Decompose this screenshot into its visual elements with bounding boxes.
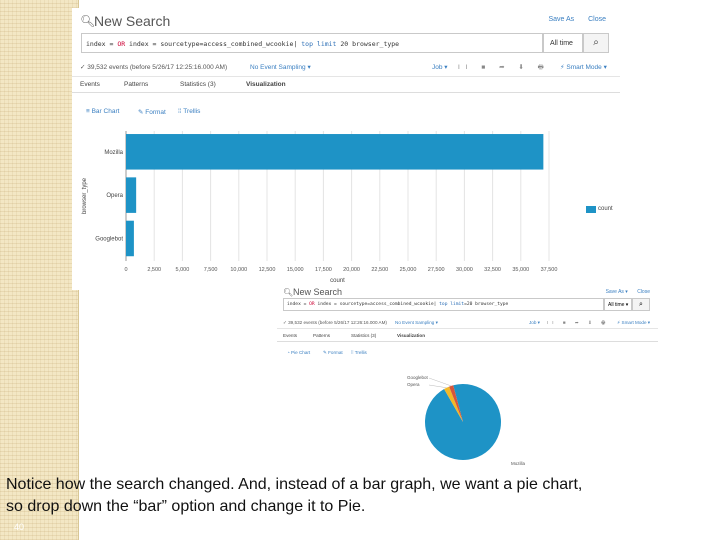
save-as-button[interactable]: Save As ▾ bbox=[605, 289, 628, 295]
close-button[interactable]: Close bbox=[588, 16, 606, 23]
x-tick-label: 2,500 bbox=[147, 267, 161, 273]
job-status-bar: ✓ 39,532 events (before 5/26/17 12:26:16… bbox=[277, 318, 658, 329]
y-tick-label: Mozilla bbox=[104, 150, 123, 156]
x-tick-label: 7,500 bbox=[204, 267, 218, 273]
smart-mode-dropdown[interactable]: ⚡ Smart Mode ▾ bbox=[617, 320, 651, 325]
x-tick-label: 0 bbox=[124, 267, 127, 273]
tab-patterns[interactable]: Patterns bbox=[124, 81, 149, 88]
pie-chart-dropdown[interactable]: ◔ Pie Chart bbox=[287, 350, 311, 355]
header-actions: Save As ▾ Close bbox=[598, 289, 650, 295]
tab-statistics[interactable]: Statistics (3) bbox=[351, 333, 377, 338]
tab-patterns[interactable]: Patterns bbox=[313, 333, 331, 338]
label-leader bbox=[428, 377, 452, 387]
x-tick-label: 35,000 bbox=[512, 267, 529, 273]
bar bbox=[126, 134, 544, 170]
tab-events[interactable]: Events bbox=[80, 81, 100, 88]
event-sampling-dropdown[interactable]: No Event Sampling ▾ bbox=[395, 320, 438, 325]
search-button[interactable]: ⌕ bbox=[583, 33, 609, 53]
time-picker[interactable]: All time ▾ bbox=[604, 298, 632, 311]
tab-events[interactable]: Events bbox=[283, 333, 298, 338]
result-tabs: Events Patterns Statistics (3) Visualiza… bbox=[72, 78, 620, 93]
search-icon: 🔍︎ bbox=[283, 288, 294, 297]
x-tick-label: 22,500 bbox=[371, 267, 388, 273]
label-leader bbox=[428, 384, 447, 388]
legend-swatch bbox=[586, 206, 596, 213]
pie-chart-screenshot: 🔍︎ New Search Save As ▾ Close index = OR… bbox=[277, 284, 658, 470]
job-menu[interactable]: Job ▾ bbox=[432, 64, 448, 71]
slice-label: Mozilla bbox=[511, 461, 526, 466]
job-controls[interactable]: II ■ ➦ ⬇ 🖶 bbox=[547, 320, 610, 325]
pie-slice bbox=[444, 386, 463, 422]
job-controls[interactable]: II ■ ➦ ⬇ 🖶 bbox=[458, 64, 550, 71]
time-picker[interactable]: All time bbox=[543, 33, 583, 53]
caption-line-1: Notice how the search changed. And, inst… bbox=[6, 476, 583, 493]
pie-slice bbox=[449, 385, 463, 422]
pie-chart: Mozilla Opera Googlebot bbox=[407, 375, 526, 466]
bar-chart-dropdown[interactable]: ≡ Bar Chart bbox=[86, 108, 120, 115]
format-button[interactable]: ✎ Format bbox=[323, 350, 343, 355]
x-axis-label: count bbox=[330, 278, 345, 284]
bar-chart-screenshot: 🔍︎ New Search Save As Close index = OR i… bbox=[72, 8, 620, 290]
search-button[interactable]: ⌕ bbox=[632, 298, 650, 311]
x-tick-label: 17,500 bbox=[315, 267, 332, 273]
magnifier-icon: ⌕ bbox=[593, 37, 599, 48]
legend-label: count bbox=[598, 206, 613, 212]
tab-visualization[interactable]: Visualization bbox=[397, 333, 425, 338]
x-tick-label: 32,500 bbox=[484, 267, 501, 273]
y-axis-label: browser_type bbox=[82, 177, 88, 214]
x-tick-label: 37,500 bbox=[541, 267, 558, 273]
smart-mode-dropdown[interactable]: ⚡ Smart Mode ▾ bbox=[560, 64, 607, 71]
bar bbox=[126, 220, 134, 257]
search-icon: 🔍︎ bbox=[80, 14, 96, 28]
job-menu[interactable]: Job ▾ bbox=[529, 320, 540, 325]
x-tick-label: 25,000 bbox=[400, 267, 417, 273]
decorative-strip: 40 bbox=[0, 0, 79, 540]
caption-line-2: so drop down the “bar” option and change… bbox=[6, 498, 366, 515]
x-tick-label: 10,000 bbox=[230, 267, 247, 273]
page-title: New Search bbox=[94, 13, 171, 29]
job-status-bar: ✓ 39,532 events (before 5/26/17 12:25:16… bbox=[72, 60, 620, 77]
trellis-button[interactable]: ⁞⁞ Trellis bbox=[351, 350, 367, 355]
close-button[interactable]: Close bbox=[637, 289, 650, 295]
save-as-button[interactable]: Save As bbox=[548, 16, 575, 23]
tab-statistics[interactable]: Statistics (3) bbox=[180, 81, 216, 88]
slice-label: Googlebot bbox=[407, 375, 429, 380]
slice-label: Opera bbox=[407, 382, 420, 387]
x-tick-label: 20,000 bbox=[343, 267, 360, 273]
format-button[interactable]: ✎ Format bbox=[138, 109, 166, 116]
trellis-button[interactable]: ⁞⁞ Trellis bbox=[178, 108, 201, 115]
search-input[interactable]: index = OR index = sourcetype=access_com… bbox=[81, 33, 543, 53]
event-count: ✓ 39,532 events (before 5/26/17 12:25:16… bbox=[80, 64, 228, 71]
slide-caption: Notice how the search changed. And, inst… bbox=[6, 474, 716, 518]
header-actions: Save As Close bbox=[536, 16, 606, 23]
x-tick-label: 5,000 bbox=[176, 267, 190, 273]
x-tick-label: 12,500 bbox=[259, 267, 276, 273]
x-tick-label: 27,500 bbox=[428, 267, 445, 273]
event-count: ✓ 39,532 events (before 5/26/17 12:26:16… bbox=[283, 320, 387, 325]
page-number: 40 bbox=[14, 522, 25, 532]
y-tick-label: Googlebot bbox=[95, 236, 123, 242]
magnifier-icon: ⌕ bbox=[639, 301, 643, 308]
search-input[interactable]: index = OR index = sourcetype=access_com… bbox=[283, 298, 604, 311]
y-tick-label: Opera bbox=[106, 193, 123, 199]
bar-chart: 0 2,500 5,000 7,500 10,000 12,500 15,000 17,500… bbox=[82, 131, 558, 284]
x-tick-label: 30,000 bbox=[456, 267, 473, 273]
pie-slice bbox=[425, 384, 502, 460]
result-tabs: Events Patterns Statistics (3) Visualiza… bbox=[277, 331, 658, 342]
x-tick-label: 15,000 bbox=[287, 267, 304, 273]
page-title: New Search bbox=[293, 287, 343, 297]
event-sampling-dropdown[interactable]: No Event Sampling ▾ bbox=[250, 64, 311, 71]
tab-visualization[interactable]: Visualization bbox=[246, 81, 286, 88]
bar bbox=[126, 177, 137, 213]
